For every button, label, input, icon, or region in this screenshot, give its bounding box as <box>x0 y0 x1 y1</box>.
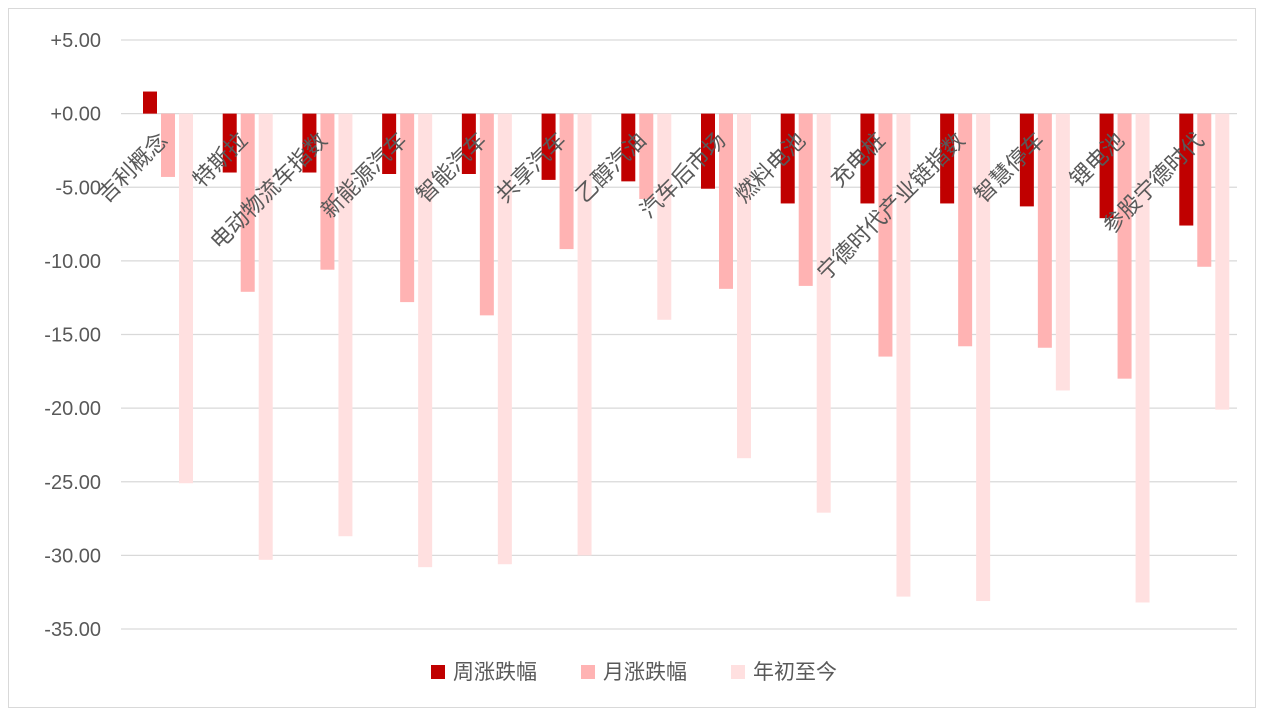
y-tick-label: +5.00 <box>50 30 101 52</box>
bar-年初至今 <box>976 113 991 602</box>
bar-年初至今 <box>896 113 911 597</box>
bar-年初至今 <box>179 113 193 484</box>
bar-周涨跌幅 <box>701 113 715 189</box>
bar-年初至今 <box>657 113 672 320</box>
bar-年初至今 <box>1055 113 1070 391</box>
y-tick-label: -25.00 <box>44 472 101 494</box>
bar-年初至今 <box>816 113 831 513</box>
legend: 周涨跌幅 月涨跌幅 年初至今 <box>431 660 837 684</box>
bar-周涨跌幅 <box>222 113 237 173</box>
bar-年初至今 <box>737 113 751 459</box>
bar-月涨跌幅 <box>240 113 255 292</box>
bar-月涨跌幅 <box>1197 113 1212 267</box>
bar-月涨跌幅 <box>719 113 733 289</box>
legend-label: 月涨跌幅 <box>603 660 687 684</box>
legend-label: 周涨跌幅 <box>453 660 537 684</box>
y-axis-tick-labels: +5.00 +0.00 -5.00 -10.00 -15.00 -20.00 -25.00 -… <box>44 30 101 641</box>
bar-月涨跌幅 <box>161 113 175 177</box>
bar-年初至今 <box>258 113 273 560</box>
legend-label: 年初至今 <box>753 660 837 684</box>
y-tick-label: -5.00 <box>55 177 101 199</box>
bar-周涨跌幅 <box>621 113 636 182</box>
bar-年初至今 <box>338 113 353 537</box>
y-tick-label: -30.00 <box>44 545 101 567</box>
y-tick-label: +0.00 <box>50 104 101 126</box>
y-tick-label: -15.00 <box>44 325 101 347</box>
legend-swatch <box>581 665 595 679</box>
bar-周涨跌幅 <box>1099 113 1114 219</box>
bar-年初至今 <box>418 113 433 568</box>
bar-年初至今 <box>577 113 592 556</box>
bar-月涨跌幅 <box>1117 113 1132 379</box>
bar-年初至今 <box>497 113 512 565</box>
bar-月涨跌幅 <box>958 113 973 347</box>
y-tick-label: -20.00 <box>44 398 101 420</box>
bar-月涨跌幅 <box>479 113 494 316</box>
bar-年初至今 <box>1215 113 1230 410</box>
y-tick-label: -35.00 <box>44 619 101 641</box>
bar-月涨跌幅 <box>559 113 574 250</box>
y-tick-label: -10.00 <box>44 251 101 273</box>
bar-chart: +5.00 +0.00 -5.00 -10.00 -15.00 -20.00 -25.00 -… <box>44 30 1237 684</box>
bar-周涨跌幅 <box>143 91 157 114</box>
bar-周涨跌幅 <box>780 113 795 204</box>
bars <box>143 91 1230 603</box>
bar-周涨跌幅 <box>541 113 556 180</box>
chart-frame: +5.00 +0.00 -5.00 -10.00 -15.00 -20.00 -25.00 -… <box>8 8 1256 708</box>
legend-swatch <box>731 665 745 679</box>
bar-月涨跌幅 <box>639 113 654 200</box>
bar-月涨跌幅 <box>400 113 415 303</box>
bar-周涨跌幅 <box>1019 113 1034 207</box>
bar-月涨跌幅 <box>798 113 813 286</box>
bar-周涨跌幅 <box>860 113 875 204</box>
bar-周涨跌幅 <box>302 113 317 173</box>
bar-周涨跌幅 <box>1179 113 1194 226</box>
bar-周涨跌幅 <box>940 113 955 204</box>
legend-swatch <box>431 665 445 679</box>
bar-周涨跌幅 <box>461 113 476 174</box>
bar-月涨跌幅 <box>320 113 335 270</box>
bar-周涨跌幅 <box>382 113 397 174</box>
bar-月涨跌幅 <box>878 113 893 357</box>
bar-年初至今 <box>1135 113 1150 603</box>
bar-月涨跌幅 <box>1037 113 1052 348</box>
